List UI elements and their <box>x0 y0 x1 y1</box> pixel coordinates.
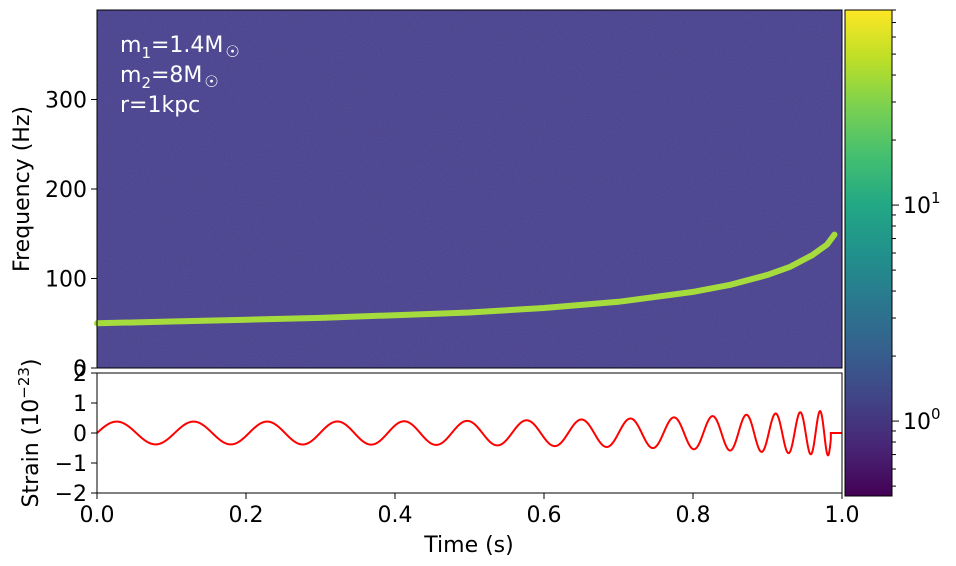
strain-x-ticks: 0.0 0.2 0.4 0.6 0.8 1.0 <box>80 493 860 528</box>
colorbar-tick-base: 10 <box>903 410 931 435</box>
strain-x-tick-label: 0.6 <box>527 503 562 528</box>
strain-x-tick-label: 1.0 <box>825 503 860 528</box>
annotation-base: m <box>120 33 141 58</box>
strain-x-tick-label: 0.8 <box>676 503 711 528</box>
strain-y-tick-label: −2 <box>55 482 87 507</box>
colorbar-tick-label: 101 <box>903 189 941 219</box>
strain-y-label-close: ) <box>19 359 44 368</box>
annotation-base: m <box>120 63 141 88</box>
annotation-line: r=1kpc <box>120 93 200 118</box>
colorbar-gradient <box>845 10 892 496</box>
colorbar-tick-exponent: 0 <box>931 405 941 423</box>
strain-y-tick-label: −1 <box>55 452 87 477</box>
annotation-sun-symbol: ☉ <box>204 72 218 91</box>
strain-y-label-base: Strain (10 <box>19 399 44 508</box>
annotation-subscript: 2 <box>141 74 151 92</box>
strain-background <box>97 373 842 493</box>
strain-x-tick-label: 0.2 <box>229 503 264 528</box>
strain-x-label: Time (s) <box>423 533 513 558</box>
strain-y-label: Strain (10−23) <box>15 359 44 508</box>
strain-y-ticks: −2 −1 0 1 2 <box>55 362 97 507</box>
spectrogram-y-label: Frequency (Hz) <box>10 106 35 272</box>
spectrogram-y-tick-label: 200 <box>45 178 87 203</box>
spectrogram-noise <box>97 10 842 368</box>
annotation-subscript: 1 <box>141 44 151 62</box>
annotation-block: m1=1.4M ☉m2=8M ☉r=1kpc <box>120 33 240 118</box>
strain-y-label-exponent: −23 <box>15 367 33 399</box>
spectrogram-y-ticks: 0 100 200 300 <box>45 89 97 382</box>
spectrogram-y-tick-label: 300 <box>45 89 87 114</box>
annotation-base: r=1kpc <box>120 93 200 118</box>
colorbar-tick-label: 100 <box>903 405 941 435</box>
strain-x-tick-label: 0.4 <box>378 503 413 528</box>
spectrogram-y-tick-label: 100 <box>45 268 87 293</box>
annotation-value: =8M <box>151 63 202 88</box>
annotation-line: m2=8M ☉ <box>120 63 219 92</box>
strain-waveform-line <box>96 410 842 457</box>
strain-y-tick-label: 0 <box>73 422 87 447</box>
spectrogram-y-tick-label: 0 <box>73 357 87 382</box>
strain-y-tick-label: 2 <box>73 362 87 387</box>
colorbar-tick-base: 10 <box>903 194 931 219</box>
colorbar-tick-exponent: 1 <box>931 189 941 207</box>
chirp-track <box>94 231 838 327</box>
annotation-value: =1.4M <box>151 33 223 58</box>
strain-panel: −2 −1 0 1 2 0.0 0.2 0.4 0.6 0.8 1.0 Strain (10−23… <box>15 359 860 559</box>
annotation-line: m1=1.4M ☉ <box>120 33 240 62</box>
strain-x-tick-label: 0.0 <box>80 503 115 528</box>
strain-y-tick-label: 1 <box>73 392 87 417</box>
annotation-sun-symbol: ☉ <box>225 42 239 61</box>
